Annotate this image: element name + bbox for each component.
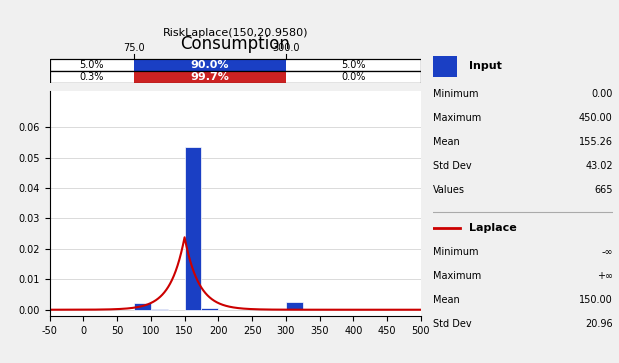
Text: Mean: Mean (433, 137, 460, 147)
Bar (286, 302, 303, 310)
Bar (151, 309, 168, 310)
Text: 20.96: 20.96 (585, 319, 613, 329)
Bar (50, 72, 421, 83)
Text: Mean: Mean (433, 295, 460, 305)
Bar (184, 147, 201, 310)
Text: Maximum: Maximum (433, 272, 482, 281)
Text: Std Dev: Std Dev (433, 319, 472, 329)
Bar (201, 308, 219, 310)
Text: 0.00: 0.00 (591, 89, 613, 99)
Text: 665: 665 (594, 185, 613, 195)
Text: Input: Input (469, 61, 502, 71)
Bar (134, 72, 286, 83)
Text: Maximum: Maximum (433, 113, 482, 123)
Bar (134, 303, 151, 310)
Text: Minimum: Minimum (433, 248, 479, 257)
Text: 5.0%: 5.0% (341, 60, 366, 70)
Text: 43.02: 43.02 (585, 161, 613, 171)
Text: 0.0%: 0.0% (341, 73, 366, 82)
Text: RiskLaplace(150,20.9580): RiskLaplace(150,20.9580) (162, 28, 308, 38)
Title: Consumption: Consumption (180, 35, 290, 53)
Text: +∞: +∞ (597, 272, 613, 281)
Text: 90.0%: 90.0% (191, 60, 229, 70)
Text: 450.00: 450.00 (579, 113, 613, 123)
Text: 150.00: 150.00 (579, 295, 613, 305)
Text: Std Dev: Std Dev (433, 161, 472, 171)
Text: -∞: -∞ (601, 248, 613, 257)
Text: Values: Values (433, 185, 465, 195)
Text: Minimum: Minimum (433, 89, 479, 99)
Text: 300.0: 300.0 (272, 42, 300, 53)
Text: 99.7%: 99.7% (191, 73, 229, 82)
Text: 155.26: 155.26 (579, 137, 613, 147)
Text: 5.0%: 5.0% (79, 60, 104, 70)
Bar (134, 59, 286, 72)
Text: 75.0: 75.0 (123, 42, 145, 53)
Bar (50, 59, 421, 72)
Bar (433, 56, 457, 77)
Bar (50, 59, 421, 72)
Text: Laplace: Laplace (469, 223, 517, 233)
Bar (50, 72, 421, 83)
Text: 0.3%: 0.3% (79, 73, 104, 82)
